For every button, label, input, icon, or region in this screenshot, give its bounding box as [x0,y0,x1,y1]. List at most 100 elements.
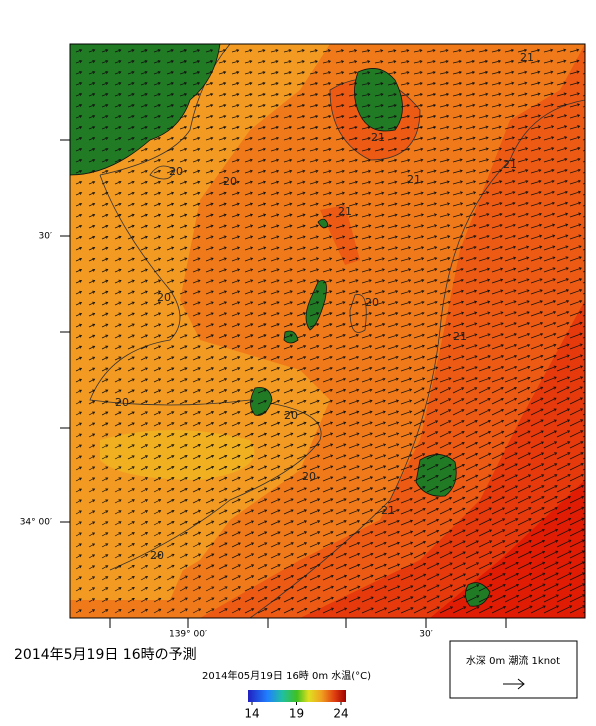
arrow [270,388,281,394]
arrow [75,191,83,196]
arrow [231,443,241,449]
arrow [257,49,266,53]
arrow [231,125,240,130]
arrow [348,158,358,163]
arrow [348,355,360,361]
arrow [309,114,319,119]
arrow [101,213,109,218]
arrow [413,147,424,152]
arrow [231,49,240,53]
arrow [517,300,530,306]
arrow [127,114,135,119]
arrow [361,530,374,537]
arrow [179,520,188,526]
arrow [296,169,306,174]
arrow [452,518,466,526]
arrow [270,476,281,482]
arrow [543,441,558,449]
arrow [556,386,570,394]
arrow [556,528,572,537]
arrow [296,71,305,75]
arrow [231,224,240,229]
arrow [530,245,543,251]
arrow [465,169,476,174]
arrow [218,60,227,64]
arrow [543,103,554,108]
arrow [556,430,571,438]
arrow [140,158,148,163]
arrow [205,246,214,251]
arrow [270,465,281,471]
arrow [387,443,400,449]
arrow [374,213,385,218]
arrow [452,300,465,306]
arrow [426,49,436,53]
arrow [374,432,387,438]
arrow [400,366,412,372]
arrow [517,333,531,339]
arrow [478,125,489,130]
arrow [400,279,412,284]
arrow [140,323,149,328]
arrow [478,278,491,284]
arrow [387,333,399,339]
arrow [439,311,452,317]
arrow [439,453,452,460]
arrow [543,201,555,207]
arrow [322,136,332,141]
arrow [257,235,267,240]
arrow [556,59,567,64]
arrow [426,246,438,251]
arrow [517,572,533,581]
arrow [504,92,515,97]
arrow [335,180,345,185]
arrow [244,531,255,537]
arrow [166,301,175,306]
arrow [413,279,425,284]
arrow [153,367,162,372]
arrow [231,586,242,592]
arrow [491,136,502,141]
arrow [530,408,544,416]
arrow [426,486,439,493]
arrow [517,212,529,218]
arrow [322,377,333,383]
arrow [530,311,544,317]
arrow [361,301,372,306]
arrow [257,158,267,163]
arrow [491,485,505,493]
arrow [413,420,426,427]
arrow [75,345,83,350]
arrow [569,517,585,526]
arrow [257,542,268,548]
arrow [179,586,188,592]
arrow [153,125,161,130]
arrow [309,509,321,515]
arrow [179,608,188,614]
arrow [192,411,201,416]
arrow [205,345,214,350]
arrow [101,246,109,251]
arrow [153,499,162,504]
arrow [478,322,491,328]
arrow [205,531,215,537]
arrow [231,487,241,493]
arrow [244,586,255,592]
arrow [205,92,214,97]
arrow [465,48,475,53]
arrow [504,529,519,537]
arrow [192,246,201,251]
arrow [491,584,506,592]
arrow [400,71,410,75]
arrow [387,224,398,229]
arrow [569,605,585,614]
arrow [114,213,122,218]
arrow [166,389,175,394]
arrow [88,444,96,449]
arrow [153,444,162,449]
arrow [335,607,348,614]
arrow [127,598,135,603]
arrow [257,564,268,570]
arrow [543,528,559,537]
arrow [543,321,557,328]
